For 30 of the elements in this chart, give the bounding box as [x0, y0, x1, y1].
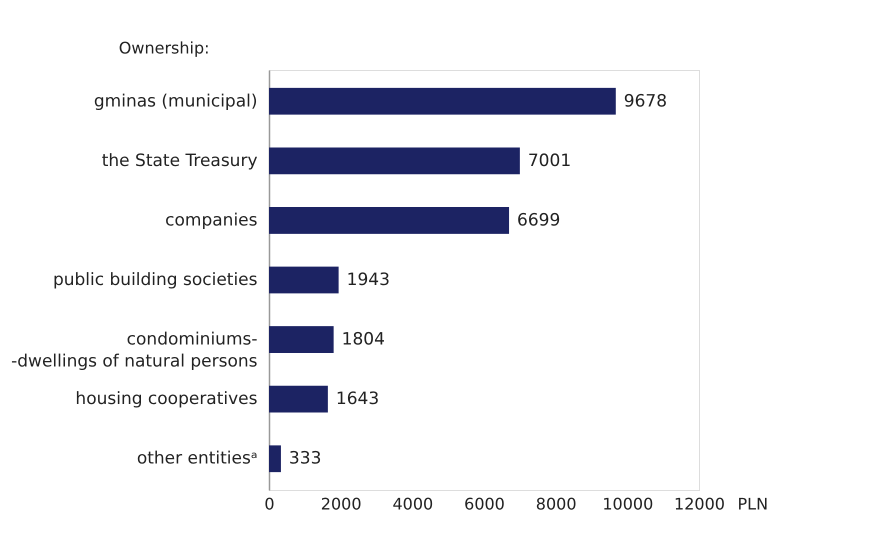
x-tick-label: 4000 — [392, 494, 434, 514]
x-tick-label: 10000 — [602, 494, 654, 514]
data-label: 333 — [288, 448, 322, 469]
data-label: 7001 — [528, 150, 572, 171]
x-tick-label: 8000 — [536, 494, 577, 514]
data-label: 1943 — [346, 270, 390, 290]
x-axis-title: PLN — [738, 494, 768, 514]
y-tick-label: the State Treasury — [102, 150, 258, 171]
y-tick-label: housing cooperatives — [75, 389, 258, 410]
bar — [269, 88, 616, 115]
x-tick-label: 0 — [264, 494, 275, 514]
data-label: 6699 — [517, 210, 560, 230]
y-axis-title: Ownership: — [118, 38, 210, 58]
x-tick-label: 12000 — [674, 494, 725, 514]
x-tick-label: 2000 — [320, 494, 362, 514]
y-tick-label: other entitiesᵃ — [136, 448, 258, 469]
bar — [269, 266, 339, 294]
data-label: 1804 — [342, 330, 385, 350]
data-label: 1643 — [336, 389, 380, 410]
bar — [269, 386, 328, 413]
y-tick-label: gminas (municipal) — [94, 91, 258, 112]
x-tick-label: 6000 — [464, 494, 505, 514]
y-tick-label: companies — [165, 210, 258, 230]
bar — [269, 147, 520, 174]
bar — [269, 326, 334, 353]
y-tick-label: public building societies — [52, 270, 258, 290]
y-tick-label: condominiums- -dwellings of natural persons — [11, 330, 258, 372]
bar — [269, 445, 281, 472]
data-label: 9678 — [624, 91, 668, 112]
bar — [269, 207, 510, 234]
